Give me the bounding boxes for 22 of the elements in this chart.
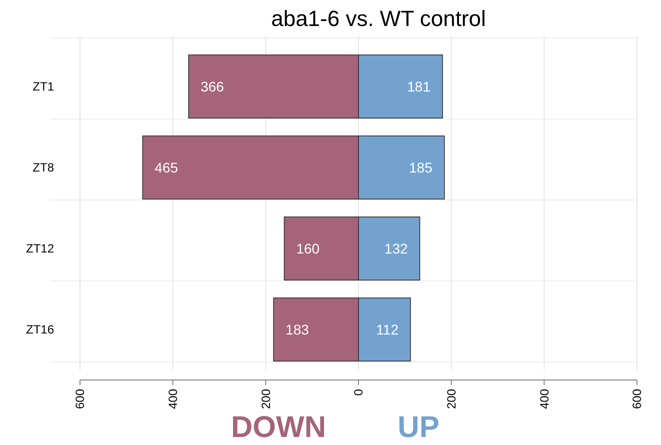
data-label: 185 <box>409 159 433 176</box>
x-tick-label: 200 <box>258 388 273 410</box>
data-label: 160 <box>296 240 320 256</box>
data-label: 112 <box>376 321 399 338</box>
data-label: 366 <box>200 78 224 94</box>
data-label: 465 <box>154 159 178 176</box>
series-label: DOWN <box>231 411 326 444</box>
y-tick-label: ZT8 <box>32 160 54 175</box>
data-label: 132 <box>384 240 408 256</box>
x-tick-label: 400 <box>166 388 180 410</box>
series-label: UP <box>398 411 440 444</box>
x-tick-label: 600 <box>630 388 644 410</box>
y-tick-label: ZT12 <box>26 242 54 256</box>
data-label: 183 <box>286 321 310 338</box>
chart-title: aba1-6 vs. WT control <box>271 6 486 31</box>
x-tick-label: 0 <box>352 388 366 396</box>
y-tick-label: ZT16 <box>26 322 54 337</box>
x-tick-label: 200 <box>444 388 459 410</box>
x-tick-label: 400 <box>537 388 552 410</box>
y-tick-label: ZT1 <box>32 80 54 94</box>
data-label: 181 <box>407 78 431 94</box>
x-tick-label: 600 <box>73 388 88 410</box>
